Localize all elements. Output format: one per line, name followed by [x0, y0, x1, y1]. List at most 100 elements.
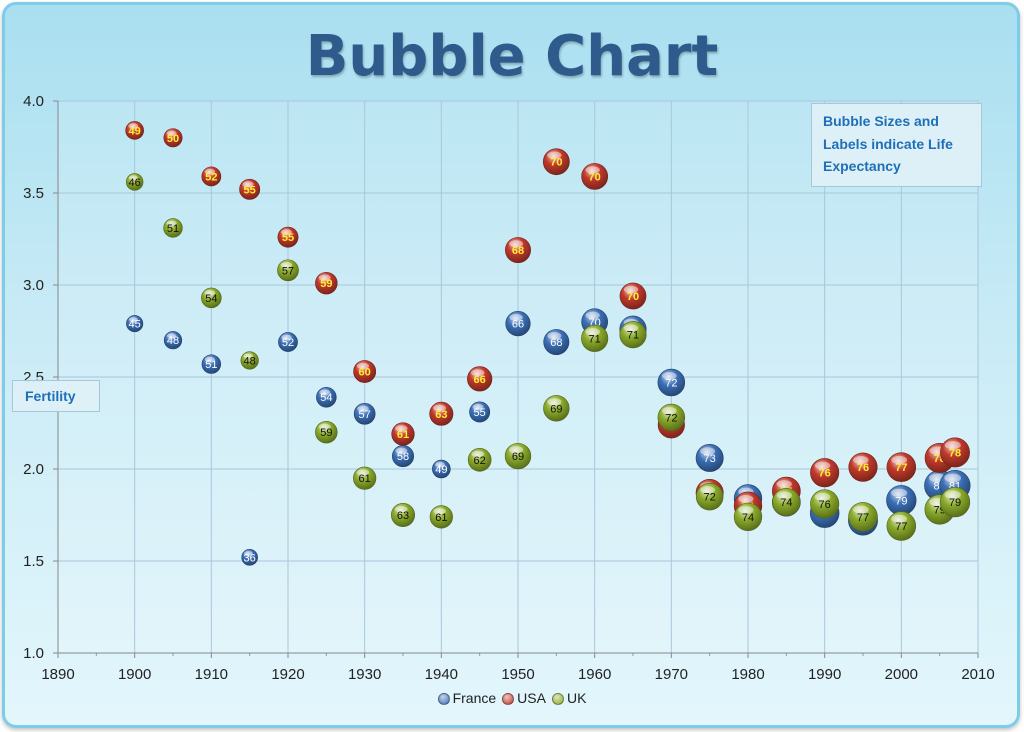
bubble — [125, 121, 144, 140]
bubble-label: 70 — [627, 291, 639, 303]
bubble-label: 68 — [512, 245, 524, 257]
bubble-highlight — [166, 220, 177, 226]
bubble-highlight — [204, 356, 216, 363]
bubble — [467, 366, 493, 392]
x-tick-label: 1960 — [578, 666, 611, 683]
bubble-highlight — [280, 262, 293, 268]
bubble-highlight — [242, 181, 254, 188]
bubble-label: 72 — [665, 378, 677, 390]
axes: 1890 1900 1910 1920 1930 1940 1950 1960 1970 1980… — [23, 93, 995, 683]
bubble-highlight — [738, 506, 754, 514]
bubble-label: 49 — [129, 125, 141, 137]
bubble — [542, 148, 570, 176]
bubble — [240, 351, 259, 370]
bubble-label: 74 — [780, 497, 792, 509]
legend-marker — [437, 693, 450, 706]
bubble-label: 59 — [320, 427, 332, 439]
bubble-highlight — [281, 334, 292, 340]
bubble-highlight — [585, 311, 600, 319]
x-tick-label: 1950 — [501, 666, 534, 683]
bubble-label: 71 — [627, 330, 639, 342]
bubble — [504, 442, 532, 470]
bubble-highlight — [471, 369, 485, 377]
y-tick-label: 1.0 — [23, 645, 44, 662]
bubble — [848, 502, 878, 532]
bubble — [429, 401, 454, 426]
bubble-label: 46 — [129, 177, 141, 189]
bubble — [886, 452, 917, 482]
bubble-highlight — [433, 404, 447, 412]
legend-marker — [502, 693, 515, 706]
bubble-highlight — [547, 151, 562, 159]
bubble-label: 74 — [742, 512, 754, 524]
bubble-label: 66 — [512, 319, 524, 331]
bubble — [315, 420, 338, 444]
bubble-label: 76 — [857, 462, 869, 474]
x-tick-label: 1970 — [655, 666, 688, 683]
bubble-label: 49 — [435, 464, 447, 476]
bubble — [126, 315, 144, 333]
bubble-highlight — [318, 423, 331, 430]
bubble-highlight — [243, 353, 254, 359]
legend-item-usa: USA — [502, 690, 546, 706]
bubble-label: 78 — [949, 447, 961, 459]
bubble-label: 54 — [320, 392, 332, 404]
bubble-highlight — [661, 372, 677, 380]
bubble-highlight — [435, 461, 445, 468]
bubble-highlight — [623, 324, 639, 332]
bubble-label: 72 — [665, 412, 677, 424]
bubble-label: 71 — [589, 333, 601, 345]
bubble-label: 63 — [397, 510, 409, 522]
x-tick-label: 2000 — [885, 666, 918, 683]
bubble-label: 70 — [589, 171, 601, 183]
bubble-label: 55 — [282, 232, 294, 244]
legend-item-france: France — [437, 690, 496, 706]
x-tick-label: 1910 — [195, 666, 228, 683]
bubble-label: 61 — [397, 429, 409, 441]
bubble-highlight — [244, 551, 253, 556]
bubble-highlight — [204, 168, 216, 175]
x-tick-label: 1990 — [808, 666, 841, 683]
bubble-highlight — [128, 123, 139, 129]
bubble — [163, 331, 183, 350]
bubble — [543, 329, 570, 356]
bubble-highlight — [623, 285, 639, 294]
bubble-label: 79 — [895, 495, 907, 507]
legend-item-uk: UK — [551, 690, 586, 706]
bubble-label: 55 — [474, 407, 486, 419]
y-tick-label: 4.0 — [23, 93, 44, 110]
bubble-label: 57 — [282, 265, 294, 277]
bubble-highlight — [319, 389, 331, 396]
bubble — [619, 321, 647, 349]
bubble-label: 59 — [320, 278, 332, 290]
bubble-label: 77 — [895, 521, 907, 533]
bubble-label: 48 — [244, 355, 256, 367]
bubble-label: 48 — [167, 335, 179, 347]
x-tick-label: 1930 — [348, 666, 381, 683]
bubble-label: 50 — [167, 133, 179, 145]
bubble-highlight — [944, 441, 961, 450]
bubble-label: 77 — [857, 512, 869, 524]
bubble-highlight — [509, 240, 524, 248]
bubble-label: 58 — [397, 451, 409, 463]
bubble-highlight — [166, 130, 177, 136]
bubble-highlight — [547, 332, 562, 340]
bubble-label: 76 — [819, 499, 831, 511]
bubble — [543, 395, 570, 422]
bubble — [201, 287, 222, 309]
bubble-label: 70 — [550, 157, 562, 169]
bubble — [772, 487, 801, 517]
legend-marker — [551, 693, 564, 706]
legend-label: USA — [517, 690, 546, 706]
bubble-label: 69 — [550, 403, 562, 415]
x-tick-label: 1900 — [118, 666, 151, 683]
bubble-highlight — [585, 166, 600, 174]
bubble — [163, 128, 183, 148]
bubble-label: 69 — [512, 451, 524, 463]
x-tick-label: 1940 — [425, 666, 458, 683]
bubble-highlight — [166, 333, 177, 339]
bubbles: 4548513652545758495566687071727374757778… — [125, 121, 971, 566]
bubble-label: 61 — [435, 512, 447, 524]
bubble-label: 36 — [244, 552, 256, 564]
